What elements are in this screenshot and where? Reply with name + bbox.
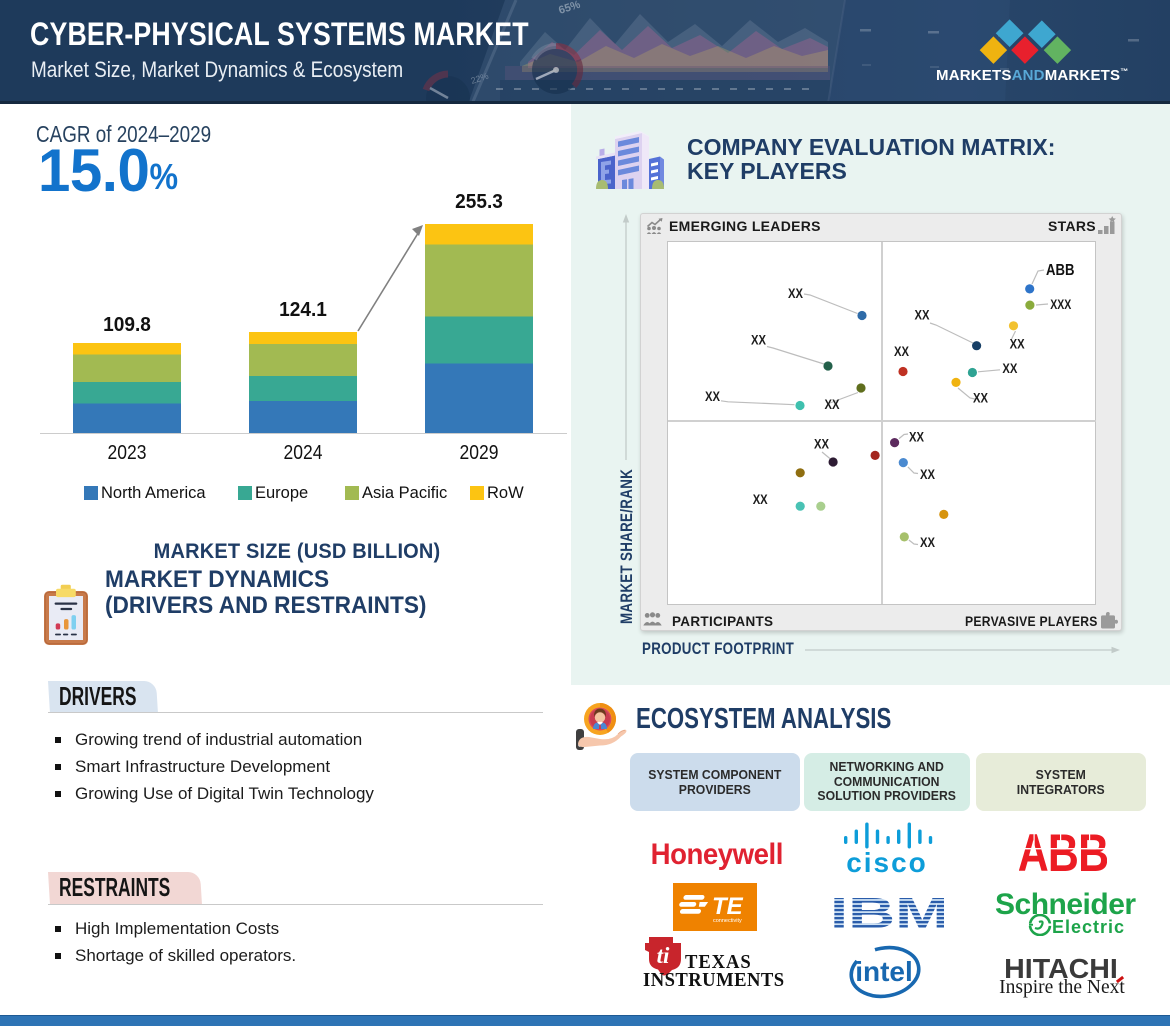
svg-text:XX: XX [909,429,924,444]
svg-text:XX: XX [894,344,909,359]
svg-text:XX: XX [1010,337,1025,352]
svg-text:intel: intel [855,956,913,987]
svg-text:XX: XX [753,492,768,507]
svg-text:XX: XX [1002,361,1017,376]
svg-text:XX: XX [973,391,988,406]
svg-text:XXX: XXX [1050,297,1071,312]
svg-text:ABB: ABB [1046,262,1075,279]
svg-text:TE: TE [712,893,744,920]
svg-text:XX: XX [920,535,935,550]
svg-text:XX: XX [825,397,840,412]
svg-text:cisco: cisco [846,847,928,874]
svg-text:XX: XX [920,467,935,482]
svg-text:XX: XX [814,437,829,452]
svg-text:ABB: ABB [1019,831,1107,872]
svg-text:ti: ti [657,943,670,968]
svg-text:XX: XX [705,389,720,404]
svg-text:IBM: IBM [830,895,944,931]
svg-text:XX: XX [751,333,766,348]
svg-text:connectivity: connectivity [713,918,742,924]
svg-text:XX: XX [788,286,803,301]
svg-text:XX: XX [915,308,930,323]
